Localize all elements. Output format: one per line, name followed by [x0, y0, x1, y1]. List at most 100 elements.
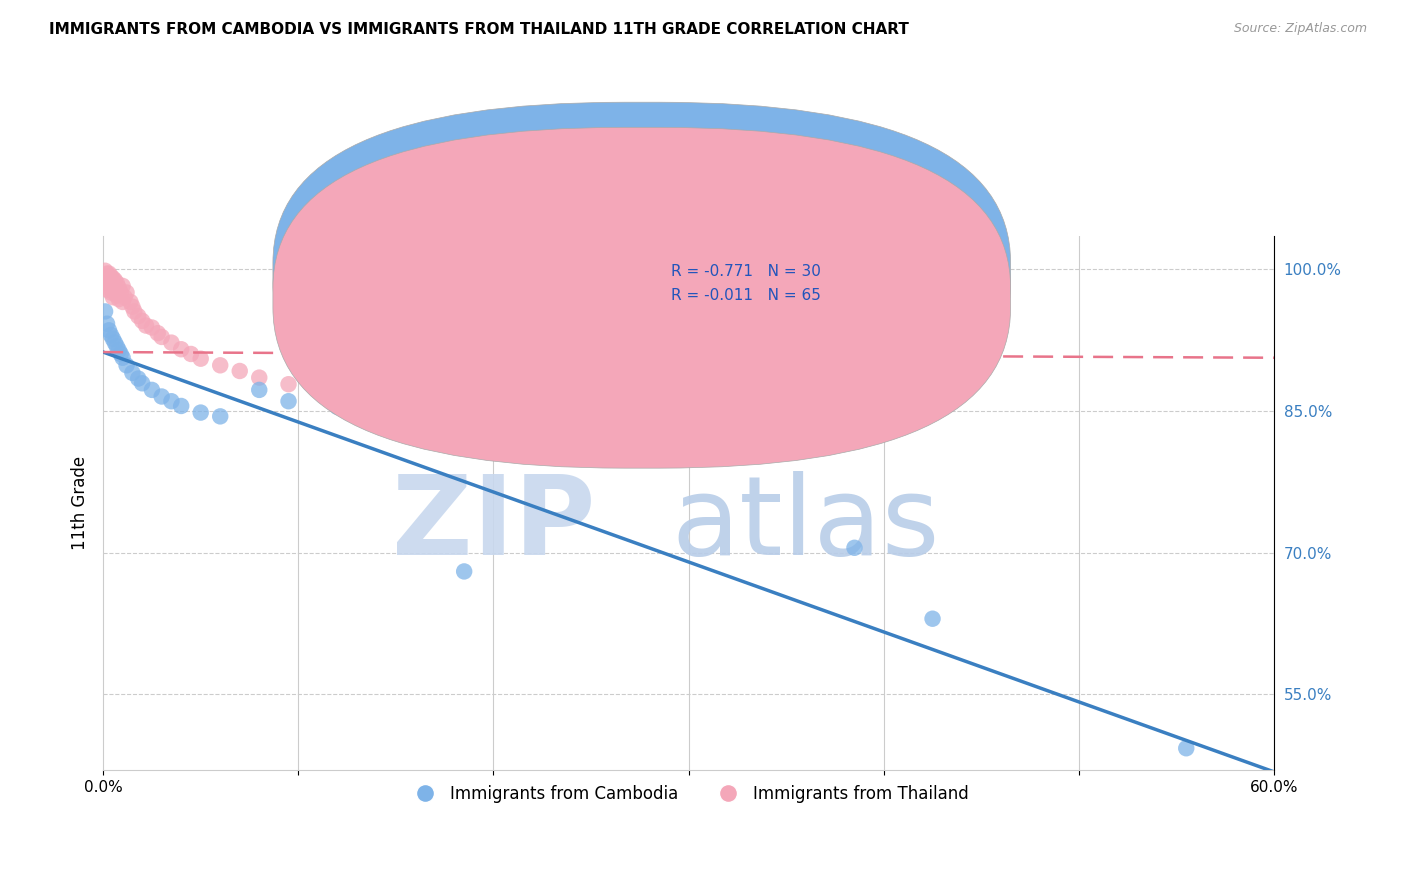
Point: [277, 377, 299, 392]
Point: [114, 290, 136, 304]
Point: [127, 371, 149, 385]
Point: [105, 339, 128, 353]
Point: [190, 406, 212, 420]
Text: R = -0.011   N = 65: R = -0.011 N = 65: [671, 288, 821, 303]
Point: [98, 323, 121, 337]
Point: [482, 409, 505, 423]
Point: [229, 364, 252, 378]
Point: [127, 309, 149, 323]
Text: Source: ZipAtlas.com: Source: ZipAtlas.com: [1233, 22, 1367, 36]
Legend: Immigrants from Cambodia, Immigrants from Thailand: Immigrants from Cambodia, Immigrants fro…: [402, 779, 976, 810]
FancyBboxPatch shape: [273, 103, 1011, 443]
Text: IMMIGRANTS FROM CAMBODIA VS IMMIGRANTS FROM THAILAND 11TH GRADE CORRELATION CHAR: IMMIGRANTS FROM CAMBODIA VS IMMIGRANTS F…: [49, 22, 910, 37]
Point: [115, 285, 138, 300]
Y-axis label: 11th Grade: 11th Grade: [72, 456, 89, 550]
Point: [180, 347, 202, 361]
Point: [209, 409, 232, 424]
Point: [141, 383, 163, 397]
Point: [105, 276, 128, 290]
Point: [160, 394, 183, 409]
Point: [443, 409, 465, 423]
Point: [98, 281, 121, 295]
Point: [277, 394, 299, 409]
Point: [735, 413, 758, 427]
Point: [121, 300, 143, 314]
Point: [111, 278, 134, 293]
Point: [482, 415, 505, 429]
Point: [921, 612, 943, 626]
Point: [107, 343, 129, 358]
Point: [101, 332, 124, 346]
Point: [111, 295, 134, 310]
Point: [104, 273, 127, 287]
Point: [404, 401, 426, 416]
Point: [170, 343, 193, 357]
Point: [814, 420, 837, 434]
Point: [1175, 741, 1198, 756]
Point: [104, 285, 127, 300]
Point: [190, 351, 212, 366]
FancyBboxPatch shape: [613, 252, 893, 326]
Point: [94, 264, 117, 278]
Point: [120, 295, 142, 310]
Point: [121, 366, 143, 380]
Point: [755, 425, 778, 439]
Point: [804, 432, 827, 446]
Point: [135, 318, 157, 333]
Point: [94, 269, 117, 284]
Text: atlas: atlas: [672, 471, 941, 578]
Point: [110, 347, 132, 361]
Point: [404, 406, 426, 420]
Point: [96, 273, 118, 287]
FancyBboxPatch shape: [273, 128, 1011, 468]
Point: [678, 443, 700, 458]
Point: [111, 351, 134, 365]
Point: [124, 304, 146, 318]
Point: [96, 267, 118, 281]
Point: [96, 317, 118, 331]
Point: [209, 359, 232, 373]
Point: [141, 320, 163, 334]
Point: [107, 292, 129, 306]
Point: [599, 434, 621, 448]
Point: [101, 278, 124, 293]
Point: [96, 283, 118, 297]
Point: [247, 370, 270, 384]
Point: [146, 326, 169, 340]
Point: [131, 314, 153, 328]
Point: [522, 420, 544, 434]
Point: [307, 383, 329, 397]
Point: [794, 415, 817, 429]
Point: [375, 396, 398, 410]
Point: [131, 376, 153, 391]
Point: [100, 285, 122, 300]
Point: [247, 383, 270, 397]
Point: [160, 335, 183, 350]
Point: [98, 267, 121, 281]
Point: [844, 541, 866, 555]
Point: [765, 409, 787, 423]
Point: [170, 399, 193, 413]
Point: [100, 269, 122, 284]
Point: [101, 290, 124, 304]
Point: [725, 417, 748, 432]
Point: [100, 328, 122, 343]
Point: [326, 400, 349, 414]
Point: [638, 440, 661, 454]
Point: [115, 359, 138, 373]
Text: R = -0.771   N = 30: R = -0.771 N = 30: [671, 263, 821, 278]
Point: [94, 276, 117, 290]
Point: [150, 330, 173, 344]
Point: [100, 276, 122, 290]
Point: [94, 304, 117, 318]
Text: ZIP: ZIP: [391, 471, 595, 578]
Point: [101, 271, 124, 285]
Point: [717, 437, 740, 451]
Point: [785, 427, 807, 442]
Point: [150, 390, 173, 404]
Point: [105, 288, 128, 302]
Point: [366, 401, 388, 416]
Point: [107, 281, 129, 295]
Point: [775, 442, 797, 456]
Point: [110, 285, 132, 300]
